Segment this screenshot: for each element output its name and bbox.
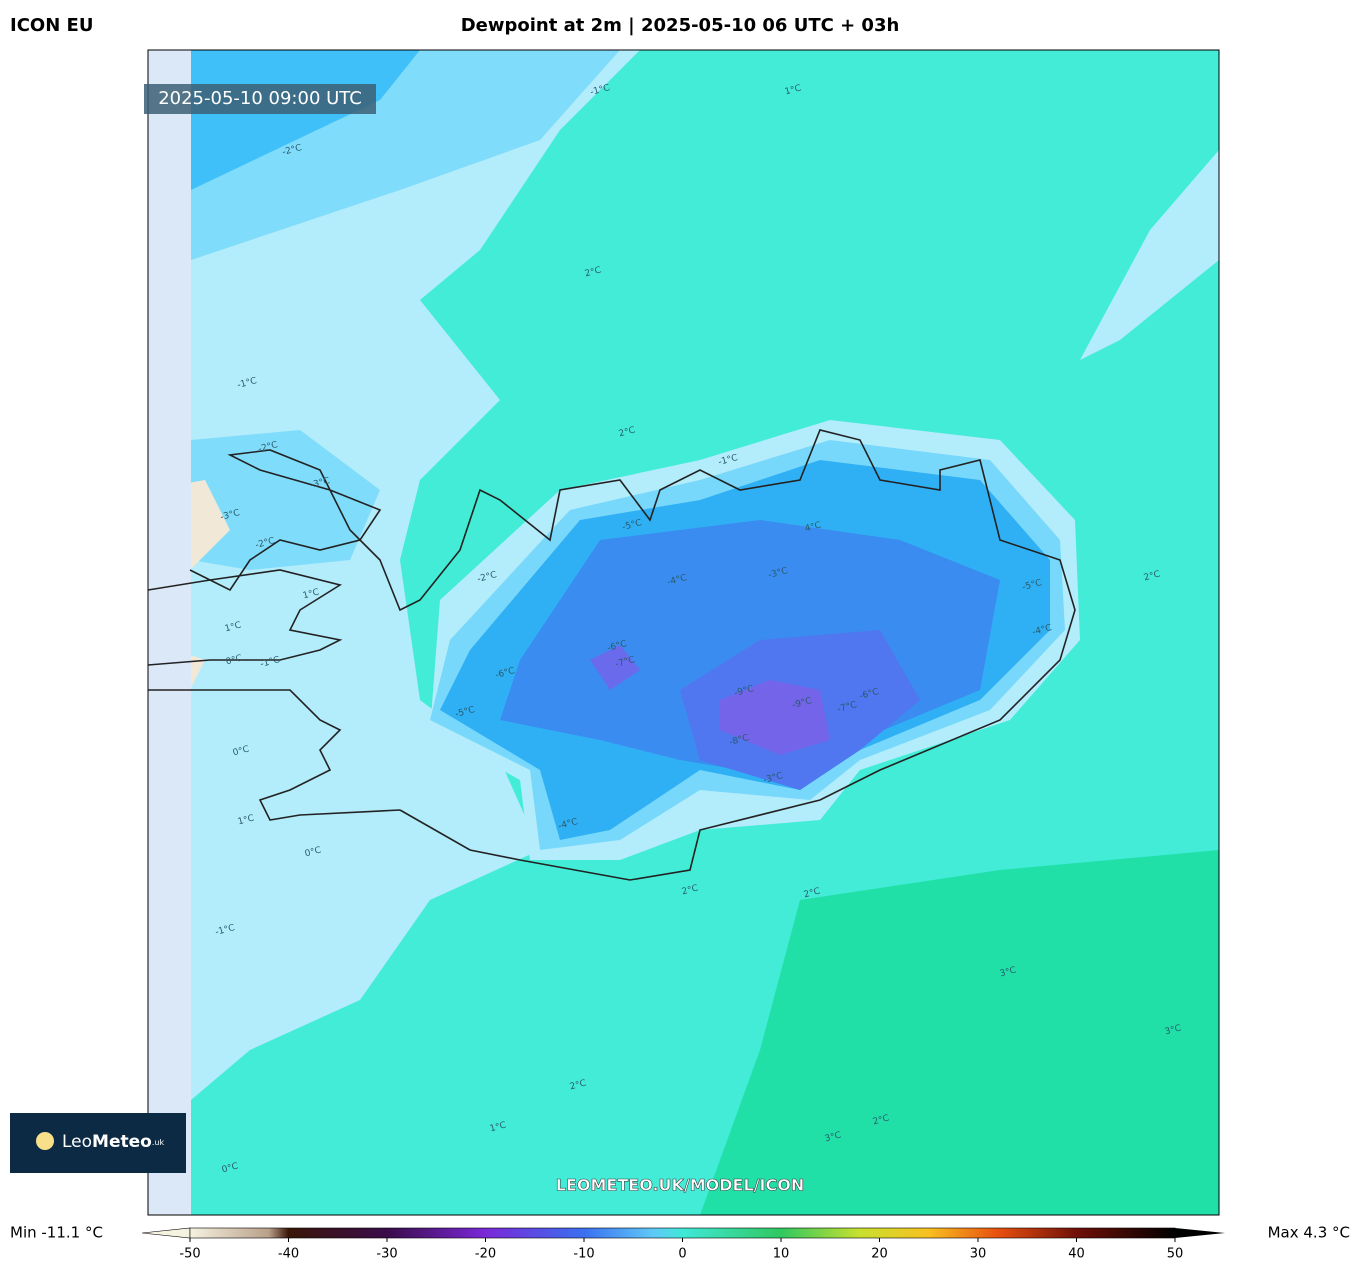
colorbar-tick-label: -40 bbox=[278, 1247, 299, 1262]
colorbar-tick-label: -10 bbox=[573, 1247, 594, 1262]
map-frame bbox=[147, 49, 1220, 1216]
colorbar-max-arrow bbox=[1175, 1228, 1225, 1238]
contour-label: 0°C bbox=[304, 846, 323, 860]
contour-label: 1°C bbox=[784, 84, 803, 98]
contour-label: -5°C bbox=[1021, 578, 1043, 593]
colorbar-tick-label: -30 bbox=[376, 1247, 397, 1262]
colorbar-tick-label: 50 bbox=[1167, 1247, 1184, 1262]
colorbar-tick-label: 20 bbox=[871, 1247, 888, 1262]
logo-text: LeoMeteo.uk bbox=[62, 1132, 164, 1152]
contour-label: -2°C bbox=[476, 570, 498, 585]
contour-label: -3°C bbox=[762, 771, 784, 786]
contour-label: -6°C bbox=[858, 687, 880, 702]
contour-label: 1°C bbox=[489, 1121, 508, 1135]
contour-label: -2°C bbox=[254, 536, 276, 551]
contour-label: -1°C bbox=[717, 453, 739, 468]
model-name: ICON EU bbox=[10, 15, 93, 36]
contour-label: 4°C bbox=[804, 521, 823, 535]
logo-suffix: .uk bbox=[152, 1138, 165, 1147]
colorbar-min-arrow bbox=[141, 1227, 191, 1239]
logo-bold: Meteo bbox=[92, 1132, 152, 1152]
contour-label: -3°C bbox=[767, 566, 789, 581]
contour-label: 2°C bbox=[569, 1079, 588, 1093]
contour-label: -6°C bbox=[606, 639, 628, 654]
contour-label: 2°C bbox=[618, 426, 637, 440]
contour-label: -7°C bbox=[836, 700, 858, 715]
contour-label: -3°C bbox=[219, 508, 241, 523]
contour-label: -5°C bbox=[454, 705, 476, 720]
contour-label: -4°C bbox=[1031, 623, 1053, 638]
colorbar-ticks: -50 -40 -30 -20 -10 0 10 20 30 40 50 bbox=[179, 1238, 1183, 1262]
contour-label: 0°C bbox=[232, 745, 251, 759]
contour-label: -2°C bbox=[281, 143, 303, 158]
contour-label: -4°C bbox=[666, 573, 688, 588]
contour-label: -3°C bbox=[309, 476, 331, 491]
contour-label: 2°C bbox=[1143, 570, 1162, 584]
map bbox=[148, 50, 1219, 1215]
contour-label: -4°C bbox=[557, 817, 579, 832]
contour-label: 3°C bbox=[824, 1131, 843, 1145]
contour-label: 2°C bbox=[681, 884, 700, 898]
colorbar-tick-label: -50 bbox=[179, 1247, 200, 1262]
contour-label: 0°C bbox=[221, 1162, 240, 1176]
logo-light: Leo bbox=[62, 1132, 92, 1152]
contour-label: -1°C bbox=[214, 923, 236, 938]
contour-label: -1°C bbox=[259, 655, 281, 670]
max-label: Max 4.3 °C bbox=[1268, 1224, 1350, 1242]
contour-label: -1°C bbox=[589, 83, 611, 98]
contour-label: 3°C bbox=[999, 966, 1018, 980]
contour-label: -6°C bbox=[494, 666, 516, 681]
contour-label: -8°C bbox=[728, 733, 750, 748]
contour-label: 2°C bbox=[584, 266, 603, 280]
contour-label: 2°C bbox=[803, 887, 822, 901]
contour-label: -5°C bbox=[621, 518, 643, 533]
contour-label: -2°C bbox=[257, 440, 279, 455]
contour-label: -7°C bbox=[614, 655, 636, 670]
colorbar-tick-label: 0 bbox=[678, 1247, 686, 1262]
valid-time: 2025-05-10 09:00 UTC bbox=[158, 88, 362, 109]
contour-label: 1°C bbox=[224, 621, 243, 635]
contour-label: 0°C bbox=[225, 654, 244, 668]
contour-label: -9°C bbox=[791, 696, 813, 711]
watermark: LEOMETEO.UK/MODEL/ICON bbox=[556, 1176, 804, 1195]
contour-label: 2°C bbox=[872, 1114, 891, 1128]
colorbar-tick-label: 30 bbox=[970, 1247, 987, 1262]
colorbar bbox=[189, 1227, 1176, 1239]
map-title: Dewpoint at 2m | 2025-05-10 06 UTC + 03h bbox=[461, 15, 900, 36]
logo-sun bbox=[36, 1132, 54, 1150]
contour-label: -1°C bbox=[236, 376, 258, 391]
colorbar-tick-label: 40 bbox=[1068, 1247, 1085, 1262]
contour-label: 1°C bbox=[302, 588, 321, 602]
min-label: Min -11.1 °C bbox=[10, 1224, 103, 1242]
time-box bbox=[144, 84, 376, 114]
contour-label: -9°C bbox=[733, 684, 755, 699]
contour-label: 1°C bbox=[237, 814, 256, 828]
contour-label: 3°C bbox=[1164, 1024, 1183, 1038]
colorbar-tick-label: 10 bbox=[773, 1247, 790, 1262]
colorbar-tick-label: -20 bbox=[475, 1247, 496, 1262]
contour-labels: -1°C 1°C -2°C 2°C 2°C -1°C -1°C -2°C -3°C -3°C -2°… bbox=[214, 83, 1182, 1175]
